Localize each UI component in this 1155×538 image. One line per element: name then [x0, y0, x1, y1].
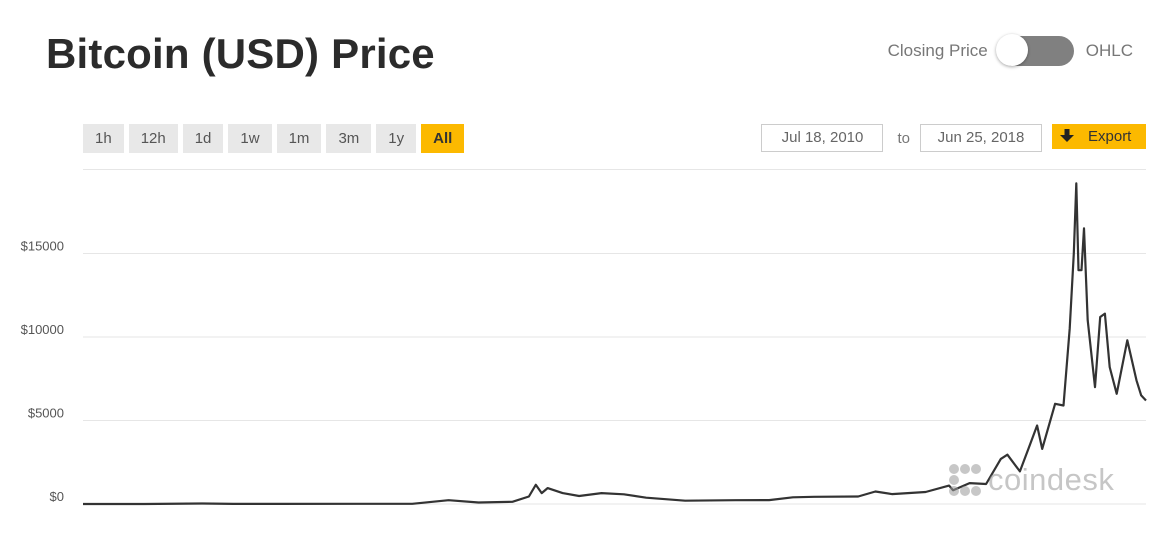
time-range-selector: 1h 12h 1d 1w 1m 3m 1y All: [83, 124, 465, 153]
price-mode-toggle[interactable]: [995, 34, 1074, 66]
start-date-input[interactable]: Jul 18, 2010: [761, 124, 884, 152]
coindesk-watermark: coindesk: [948, 462, 1114, 498]
range-button-all[interactable]: All: [421, 124, 465, 153]
range-button-1h[interactable]: 1h: [83, 124, 124, 153]
y-tick-label-5000: $5000: [28, 406, 64, 421]
toggle-knob[interactable]: [995, 34, 1028, 66]
export-label: Export: [1088, 127, 1132, 145]
page-title: Bitcoin (USD) Price: [46, 30, 435, 77]
price-mode-toggle-group: Closing Price OHLC: [887, 34, 1133, 66]
price-series-line: [83, 182, 1147, 506]
y-axis-ticks: $0 $5000 $10000 $15000: [21, 239, 64, 505]
date-range-controls: Jul 18, 2010 to Jun 25, 2018 Export: [761, 123, 1146, 152]
y-tick-label-0: $0: [50, 489, 64, 504]
end-date-input[interactable]: Jun 25, 2018: [920, 124, 1042, 152]
range-button-1d[interactable]: 1d: [182, 124, 224, 153]
range-button-1y[interactable]: 1y: [376, 124, 417, 153]
range-button-1w[interactable]: 1w: [228, 124, 272, 153]
range-button-3m[interactable]: 3m: [326, 124, 372, 153]
y-tick-label-15000: $15000: [21, 239, 64, 254]
export-button[interactable]: Export: [1052, 123, 1146, 149]
watermark-text: coindesk: [988, 462, 1115, 497]
chart-top-divider: [83, 169, 1146, 170]
y-tick-label-10000: $10000: [21, 322, 64, 337]
coindesk-logo-icon: [949, 464, 981, 496]
toggle-label-closing-price: Closing Price: [887, 41, 988, 60]
range-button-12h[interactable]: 12h: [128, 124, 178, 153]
date-to-label: to: [897, 129, 910, 147]
download-arrow-icon: [1060, 129, 1074, 142]
toggle-label-ohlc: OHLC: [1085, 41, 1133, 60]
range-button-1m[interactable]: 1m: [276, 124, 322, 153]
